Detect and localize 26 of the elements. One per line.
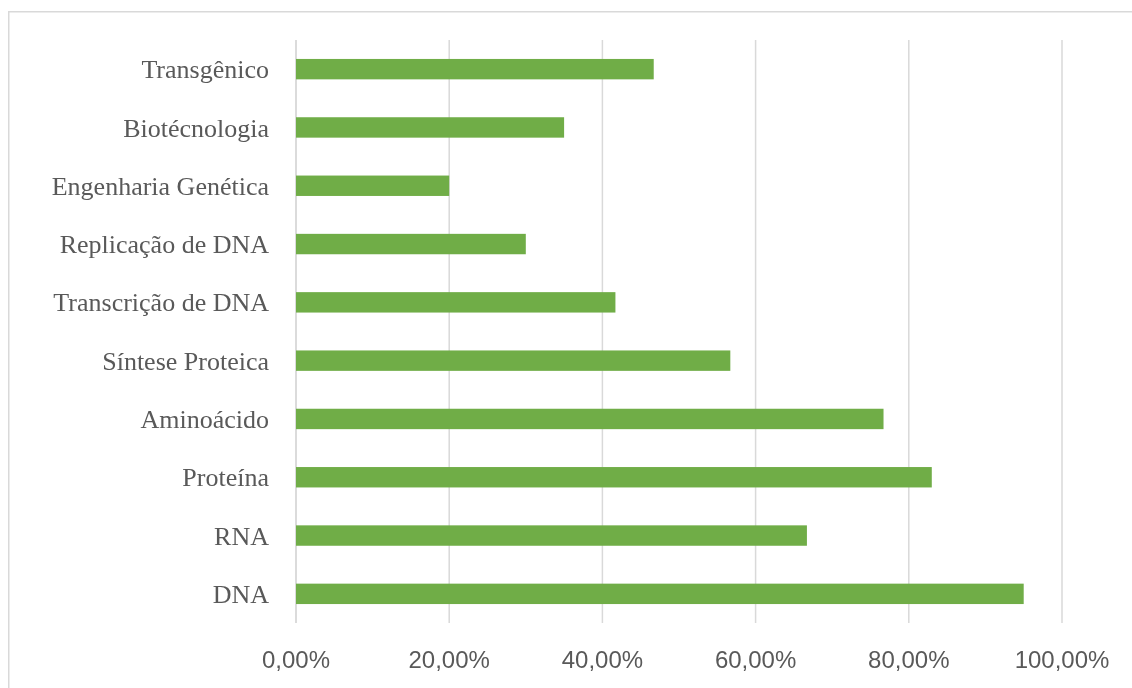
x-tick-label: 20,00% bbox=[408, 646, 490, 673]
bar bbox=[296, 175, 450, 196]
bar bbox=[296, 233, 526, 255]
bar bbox=[296, 292, 616, 313]
y-tick-label: Engenharia Genética bbox=[51, 171, 270, 201]
bar bbox=[296, 583, 1024, 605]
y-tick-label: Aminoácido bbox=[140, 405, 269, 435]
bar bbox=[296, 467, 932, 488]
x-tick-label: 40,00% bbox=[561, 646, 644, 673]
bar bbox=[296, 58, 654, 80]
y-tick-label: Replicação de DNA bbox=[59, 230, 270, 260]
y-tick-label: Transgênico bbox=[141, 55, 269, 85]
y-tick-label: Transcrição de DNA bbox=[53, 288, 270, 318]
x-tick-label: 60,00% bbox=[714, 646, 797, 673]
bar bbox=[296, 350, 731, 371]
y-tick-label: RNA bbox=[214, 521, 270, 551]
x-tick-label: 0,00% bbox=[261, 646, 331, 673]
bar bbox=[296, 117, 565, 138]
x-tick-label: 80,00% bbox=[868, 646, 950, 673]
y-tick-label: Biotécnologia bbox=[123, 113, 270, 143]
bar bbox=[296, 408, 884, 430]
y-tick-label: DNA bbox=[212, 579, 270, 609]
y-tick-label: Proteína bbox=[182, 463, 270, 493]
bar bbox=[296, 525, 807, 546]
y-tick-label: Síntese Proteica bbox=[102, 346, 270, 376]
x-tick-label: 100,00% bbox=[1014, 646, 1110, 673]
